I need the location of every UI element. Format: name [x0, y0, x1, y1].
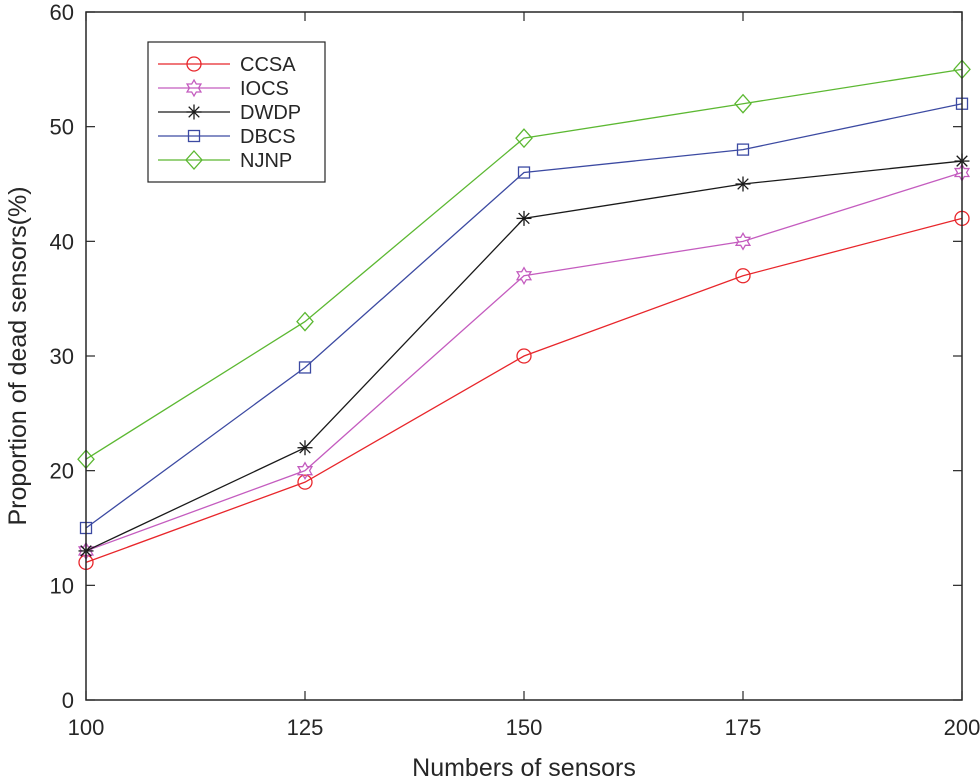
- legend-entry-iocs: IOCS: [158, 78, 289, 100]
- x-tick-label-150: 150: [506, 715, 543, 740]
- legend-marker-dwdp-stroke-3: [188, 106, 200, 118]
- point-iocs-150: [515, 266, 533, 286]
- y-tick-label-10: 10: [50, 573, 74, 598]
- point-iocs-125: [296, 461, 314, 480]
- series-line-iocs: [85, 171, 963, 552]
- series-iocs: [77, 163, 971, 561]
- series-line-njnp: [85, 68, 963, 460]
- series-line-ccsa: [85, 217, 963, 564]
- legend-marker-njnp: [185, 150, 203, 170]
- legend-entry-ccsa: CCSA: [158, 54, 296, 76]
- point-dwdp-175: [735, 176, 751, 192]
- point-dwdp-150: [516, 210, 532, 226]
- legend-label-dbcs: DBCS: [240, 126, 296, 148]
- x-tick-label-125: 125: [287, 715, 324, 740]
- point-iocs-175: [734, 232, 752, 251]
- legend-marker-ccsa: [186, 56, 202, 72]
- series-line-dbcs: [85, 103, 963, 529]
- legend-entry-dwdp: DWDP: [158, 102, 301, 124]
- legend-entry-njnp: NJNP: [158, 150, 292, 172]
- y-tick-label-40: 40: [50, 229, 74, 254]
- legend-label-dwdp: DWDP: [240, 102, 301, 124]
- x-tick-label-200: 200: [944, 715, 980, 740]
- point-ccsa-125: [297, 474, 313, 490]
- point-njnp-150: [515, 128, 533, 149]
- x-tick-label-100: 100: [68, 715, 105, 740]
- legend-marker-iocs: [185, 78, 203, 98]
- legend-label-njnp: NJNP: [240, 150, 292, 172]
- point-ccsa-175: [735, 268, 751, 284]
- point-njnp-125: [296, 311, 314, 332]
- legend-marker-dbcs: [187, 129, 201, 143]
- tick-labels: 100 125 150 175 200 0 10 20 30 40 50 60: [50, 0, 980, 740]
- y-tick-label-0: 0: [62, 688, 74, 713]
- point-dbcs-125: [298, 361, 312, 374]
- point-dwdp-175-stroke-3: [737, 178, 749, 190]
- y-tick-label-20: 20: [50, 459, 74, 484]
- y-tick-label-30: 30: [50, 344, 74, 369]
- point-dwdp-125-stroke-3: [299, 441, 311, 454]
- series-njnp: [77, 59, 971, 470]
- y-tick-label-50: 50: [50, 115, 74, 140]
- point-dwdp-150-stroke-3: [518, 212, 530, 225]
- series-layer: [77, 59, 971, 571]
- x-tick-label-175: 175: [725, 715, 762, 740]
- legend-entry-dbcs: DBCS: [158, 126, 296, 148]
- point-ccsa-150: [516, 348, 532, 364]
- legend-marker-dwdp: [186, 104, 202, 120]
- point-dbcs-150: [517, 166, 531, 179]
- plot-frame: [85, 11, 963, 701]
- x-axis-label: Numbers of sensors: [412, 754, 636, 782]
- legend-label-ccsa: CCSA: [240, 54, 296, 76]
- point-njnp-175: [734, 93, 752, 114]
- y-axis-label: Proportion of dead sensors(%): [4, 186, 32, 525]
- point-dwdp-125: [297, 440, 313, 456]
- point-dbcs-175: [736, 143, 750, 156]
- y-tick-label-60: 60: [50, 0, 74, 25]
- legend-label-iocs: IOCS: [240, 78, 289, 100]
